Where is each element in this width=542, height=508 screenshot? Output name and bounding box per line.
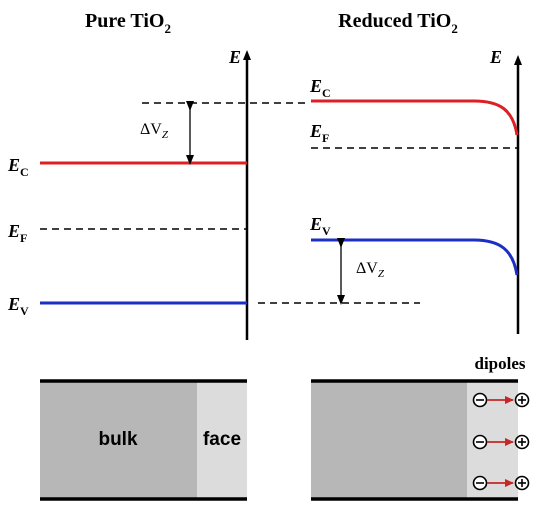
valence-band-right — [311, 238, 519, 276]
dipole-3 — [472, 475, 530, 491]
dipole-2 — [472, 434, 530, 450]
dipoles-label: dipoles — [474, 354, 525, 373]
title-reduced-tio2: Reduced TiO2 — [338, 10, 458, 36]
face-label: face — [203, 429, 241, 450]
ef-label-left: EF — [7, 221, 27, 245]
ef-label-right: EF — [309, 121, 329, 145]
bulk-label: bulk — [98, 429, 137, 450]
dipole-1 — [472, 392, 530, 408]
delta-vz-label-right: ΔVZ — [356, 260, 385, 280]
delta-vz-label-left: ΔVZ — [140, 121, 169, 141]
conduction-band-right — [311, 99, 519, 136]
energy-axis-label-left: E — [228, 47, 241, 67]
bulk-region-right — [311, 381, 467, 499]
surface-region-left — [197, 381, 247, 499]
energy-axis-label-right: E — [489, 47, 502, 67]
bulk-region-left — [40, 381, 197, 499]
title-pure-tio2: Pure TiO2 — [85, 10, 171, 36]
ec-label-right: EC — [309, 76, 331, 100]
ev-label-left: EV — [7, 294, 29, 318]
ev-label-right: EV — [309, 214, 331, 238]
ec-label-left: EC — [7, 155, 29, 179]
